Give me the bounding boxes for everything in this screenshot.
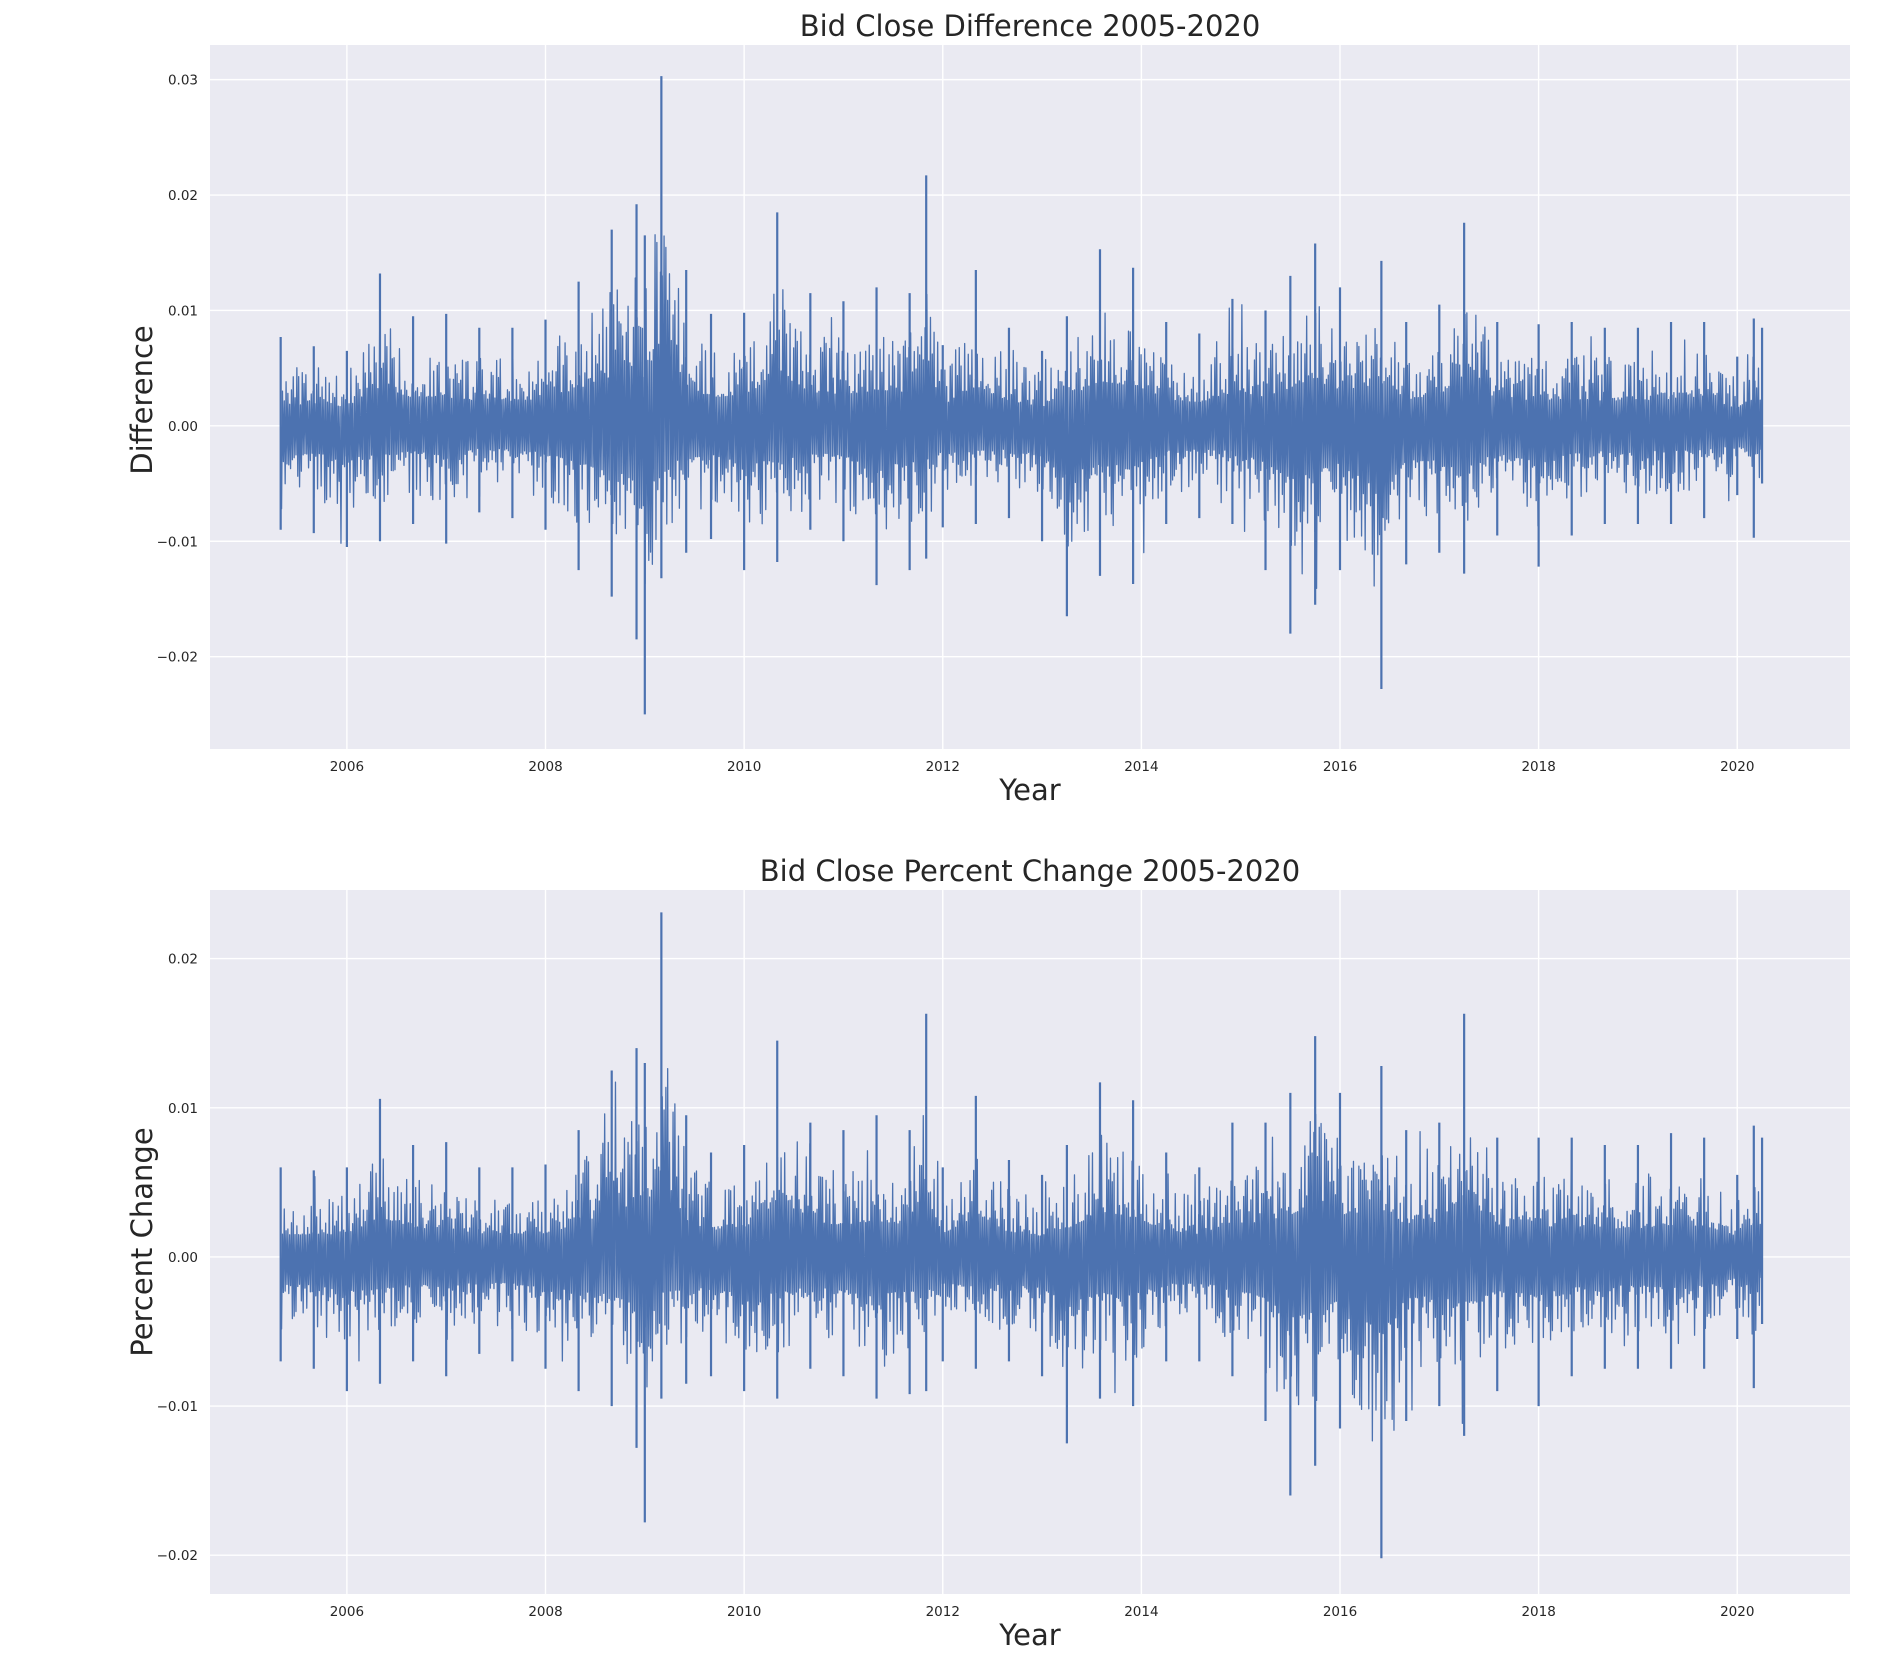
x-tick-label: 2014 [1124,1604,1158,1620]
x-tick-label: 2018 [1521,1604,1555,1620]
x-tick-label: 2020 [1720,759,1754,775]
y-tick-label: 0.02 [168,188,198,204]
x-tick-label: 2012 [926,759,960,775]
x-tick-label: 2006 [330,759,364,775]
x-tick-label: 2016 [1323,1604,1357,1620]
y-axis-label: Percent Change [125,1127,159,1356]
x-tick-labels: 2006 2008 2010 2012 2014 2016 2018 2020 [330,1604,1755,1620]
x-tick-labels: 2006 2008 2010 2012 2014 2016 2018 2020 [330,759,1755,775]
series-line [279,76,1764,715]
chart-title: Bid Close Difference 2005-2020 [800,9,1261,43]
x-tick-label: 2010 [727,759,761,775]
y-tick-label: 0.00 [168,419,198,435]
y-tick-label: 0.00 [168,1250,198,1266]
y-tick-label: 0.01 [168,1101,198,1117]
chart-title: Bid Close Percent Change 2005-2020 [760,854,1300,888]
x-tick-label: 2006 [330,1604,364,1620]
x-axis-label: Year [998,773,1060,807]
series-line [280,1067,1762,1442]
chart-percent-change: 0.020.010.00−0.01−0.02 2006 2008 2010 2012 2… [125,854,1850,1652]
y-tick-label: −0.01 [157,534,198,550]
y-tick-labels: 0.02 0.01 0.00 −0.01 −0.02 [157,952,198,1565]
x-tick-label: 2020 [1720,1604,1754,1620]
y-tick-label: 0.03 [168,73,198,89]
x-tick-label: 2010 [727,1604,761,1620]
y-tick-label: −0.01 [157,1399,198,1415]
y-tick-label: 0.02 [168,952,198,968]
y-tick-labels: 0.03 0.02 0.01 0.00 −0.01 −0.02 [157,73,198,666]
gridlines [210,45,1850,749]
y-axis-label: Difference [125,325,159,475]
chart-difference: 0.030.020.010.00−0.01−0.02 2006 2008 2010 2… [125,9,1850,807]
x-tick-label: 2018 [1521,759,1555,775]
y-tick-label: −0.02 [157,1548,198,1564]
y-tick-label: −0.02 [157,650,198,666]
x-tick-label: 2016 [1323,759,1357,775]
x-tick-label: 2012 [926,1604,960,1620]
y-tick-label: 0.01 [168,303,198,319]
x-tick-label: 2014 [1124,759,1158,775]
series-line [279,912,1764,1559]
series-line [280,234,1762,589]
x-axis-label: Year [998,1618,1060,1652]
x-tick-label: 2008 [528,1604,562,1620]
x-tick-label: 2008 [528,759,562,775]
